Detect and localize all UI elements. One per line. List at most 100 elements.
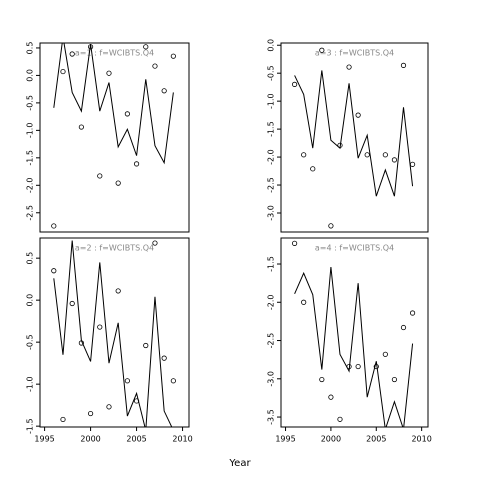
plot-area bbox=[292, 47, 416, 229]
data-point bbox=[106, 404, 112, 410]
data-point bbox=[328, 223, 334, 229]
y-tick-label: -1.0 bbox=[26, 123, 35, 139]
data-point bbox=[391, 376, 398, 383]
series-line bbox=[294, 267, 414, 427]
data-point bbox=[106, 70, 112, 76]
data-point bbox=[97, 173, 103, 179]
data-point bbox=[337, 142, 343, 148]
y-tick-label: 0.0 bbox=[26, 294, 35, 307]
data-point bbox=[161, 355, 167, 361]
data-point bbox=[301, 152, 307, 158]
data-point bbox=[115, 180, 121, 186]
x-tick-label: 2005 bbox=[126, 435, 146, 444]
x-tick-label: 1995 bbox=[34, 435, 54, 444]
plot-area bbox=[51, 240, 176, 427]
x-tick-label: 2000 bbox=[80, 435, 100, 444]
panel-title: a=3 : f=WCIBTS.Q4 bbox=[315, 49, 394, 58]
y-tick-label: 0.0 bbox=[267, 39, 276, 52]
panel: a=1 : f=WCIBTS.Q4 0.5 0.0 -0.5 -1.0 -1.5 -2.0 -… bbox=[26, 42, 190, 233]
panel-frame bbox=[39, 237, 190, 428]
data-point bbox=[346, 64, 352, 70]
x-tick-label: 2010 bbox=[172, 435, 192, 444]
data-point bbox=[355, 112, 361, 118]
data-point bbox=[355, 363, 361, 370]
data-point bbox=[292, 81, 298, 87]
data-point bbox=[124, 111, 130, 117]
data-point bbox=[97, 324, 103, 330]
data-point bbox=[143, 44, 149, 50]
y-tick-label: -1.5 bbox=[26, 150, 35, 166]
data-point bbox=[391, 157, 398, 163]
data-point bbox=[133, 398, 140, 404]
x-tick-label: 2005 bbox=[366, 435, 386, 444]
data-point bbox=[328, 394, 334, 400]
y-tick-label: -0.5 bbox=[26, 334, 35, 350]
y-tick-label: -0.5 bbox=[267, 65, 276, 81]
y-tick-label: -2.0 bbox=[267, 149, 276, 165]
data-point bbox=[373, 363, 379, 370]
data-point bbox=[78, 340, 84, 346]
y-tick-label: -3.0 bbox=[267, 371, 276, 387]
data-point bbox=[152, 63, 158, 69]
panel-frame bbox=[280, 237, 429, 428]
data-point bbox=[115, 288, 121, 294]
data-point bbox=[400, 324, 407, 331]
data-point bbox=[161, 88, 167, 94]
data-point bbox=[382, 351, 388, 357]
data-point bbox=[51, 268, 57, 274]
plot-area bbox=[51, 43, 176, 229]
panel-title: a=2 : f=WCIBTS.Q4 bbox=[75, 244, 154, 253]
panel-frame bbox=[280, 42, 429, 233]
y-tick-label: -3.5 bbox=[267, 409, 276, 425]
data-point bbox=[78, 124, 84, 130]
y-tick-label: -2.5 bbox=[267, 177, 276, 193]
data-point bbox=[337, 416, 343, 422]
data-point bbox=[69, 300, 75, 307]
data-point bbox=[346, 363, 352, 370]
data-point bbox=[87, 44, 94, 50]
data-point bbox=[152, 240, 158, 246]
panel: a=3 : f=WCIBTS.Q4 0.0 -0.5 -1.0 -1.5 -2.0 -2.5… bbox=[267, 39, 429, 233]
data-point bbox=[400, 62, 407, 68]
y-tick-label: -3.0 bbox=[267, 205, 276, 221]
panel-title: a=4 : f=WCIBTS.Q4 bbox=[315, 244, 394, 253]
plot-area bbox=[292, 240, 416, 427]
data-point bbox=[382, 152, 388, 158]
data-point bbox=[69, 51, 75, 57]
y-tick-label: -1.0 bbox=[267, 93, 276, 109]
data-point bbox=[87, 410, 94, 417]
panel-frame bbox=[39, 42, 190, 233]
y-tick-label: -2.0 bbox=[267, 294, 276, 310]
y-tick-label: 0.5 bbox=[26, 252, 35, 265]
data-point bbox=[124, 378, 130, 384]
y-tick-label: -2.5 bbox=[267, 333, 276, 349]
y-tick-label: -0.5 bbox=[26, 95, 35, 111]
y-tick-label: -2.5 bbox=[26, 205, 35, 221]
data-point bbox=[301, 299, 307, 305]
series-line bbox=[53, 240, 173, 427]
data-point bbox=[170, 378, 176, 384]
y-tick-label: -1.0 bbox=[26, 376, 35, 392]
data-point bbox=[319, 47, 325, 53]
x-tick-label: 1995 bbox=[275, 435, 295, 444]
y-tick-label: -1.5 bbox=[267, 121, 276, 137]
data-point bbox=[60, 416, 66, 423]
y-tick-label: 0.0 bbox=[26, 69, 35, 82]
panel: a=4 : f=WCIBTS.Q4 -1.5 -2.0 -2.5 -3.0 -3.5 199… bbox=[267, 237, 432, 444]
x-tick-label: 2010 bbox=[411, 435, 431, 444]
data-point bbox=[319, 376, 325, 383]
series-line bbox=[53, 43, 174, 165]
panel-title: a=1 : f=WCIBTS.Q4 bbox=[75, 49, 154, 58]
data-point bbox=[143, 342, 149, 349]
x-tick-label: 2000 bbox=[321, 435, 341, 444]
data-point bbox=[51, 223, 57, 229]
series-line bbox=[294, 70, 414, 197]
data-point bbox=[60, 68, 66, 75]
y-tick-label: 0.5 bbox=[26, 42, 35, 55]
data-point bbox=[364, 152, 370, 158]
data-point bbox=[292, 240, 298, 246]
data-point bbox=[170, 53, 176, 59]
y-tick-label: -1.5 bbox=[26, 418, 35, 434]
